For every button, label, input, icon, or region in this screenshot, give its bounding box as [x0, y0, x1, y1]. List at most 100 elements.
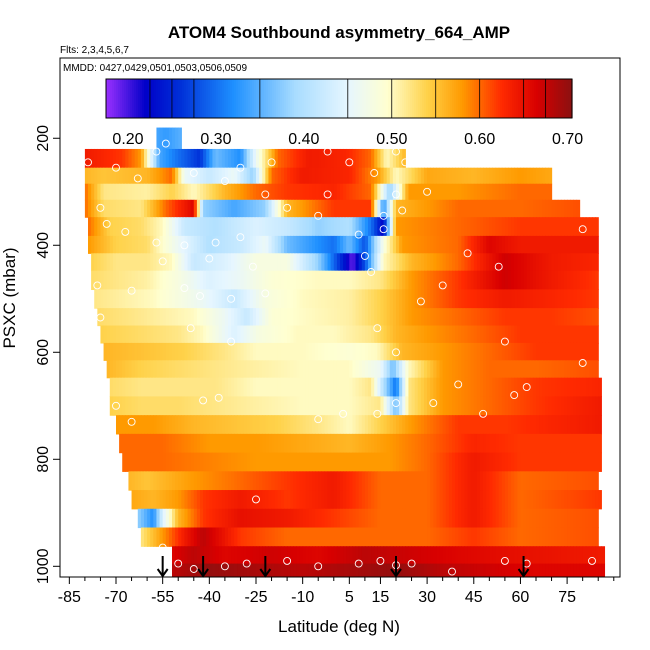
colorbar-swatch	[524, 79, 527, 118]
heatmap-cell	[592, 471, 596, 491]
heatmap-cell	[103, 148, 108, 169]
heatmap-cell	[542, 415, 546, 435]
heatmap-cell	[162, 235, 167, 254]
colorbar-swatch	[258, 79, 261, 118]
heatmap-cell	[159, 508, 164, 529]
heatmap-cell	[212, 415, 217, 435]
heatmap-cell	[442, 325, 447, 344]
heatmap-cell	[408, 546, 413, 565]
heatmap-cell	[265, 148, 270, 169]
heatmap-cell	[489, 508, 494, 529]
heatmap-cell	[489, 308, 494, 327]
heatmap-cell	[172, 415, 176, 435]
y-tick-label: 400	[35, 232, 52, 259]
heatmap-cell	[302, 563, 307, 577]
heatmap-cell	[200, 471, 204, 491]
heatmap-cell	[137, 471, 142, 491]
heatmap-cell	[458, 342, 462, 361]
heatmap-cell	[140, 235, 145, 254]
colorbar-swatch	[234, 79, 237, 118]
heatmap-cell	[495, 508, 500, 529]
heatmap-cell	[274, 415, 279, 435]
heatmap-cell	[134, 360, 139, 379]
heatmap-cell	[430, 235, 434, 254]
heatmap-cell	[517, 270, 522, 291]
heatmap-cell	[492, 360, 497, 379]
heatmap-cell	[473, 433, 478, 454]
heatmap-cell	[318, 360, 322, 379]
colorbar-swatch	[150, 79, 153, 118]
heatmap-cell	[567, 253, 571, 272]
heatmap-cell	[430, 563, 434, 577]
heatmap-cell	[131, 217, 136, 237]
heatmap-cell	[305, 415, 310, 435]
heatmap-cell	[545, 396, 550, 416]
heatmap-cell	[588, 308, 593, 327]
sample-point	[96, 313, 105, 322]
heatmap-cell	[470, 452, 475, 472]
heatmap-cell	[259, 199, 263, 218]
heatmap-cell	[162, 527, 167, 547]
heatmap-cell	[364, 377, 369, 398]
heatmap-cell	[504, 308, 509, 327]
heatmap-cell	[237, 490, 242, 510]
heatmap-cell	[215, 199, 220, 218]
heatmap-cell	[564, 217, 568, 237]
heatmap-cell	[480, 308, 484, 327]
heatmap-cell	[137, 253, 142, 272]
heatmap-cell	[321, 270, 326, 291]
heatmap-cell	[318, 490, 322, 510]
heatmap-cell	[224, 148, 229, 169]
colorbar	[105, 78, 573, 119]
heatmap-cell	[396, 270, 400, 291]
heatmap-cell	[396, 433, 400, 454]
heatmap-cell	[308, 183, 313, 201]
heatmap-cell	[588, 360, 593, 379]
heatmap-cell	[315, 452, 319, 472]
heatmap-cell	[246, 415, 251, 435]
sample-point	[189, 565, 198, 573]
heatmap-cell	[287, 183, 291, 201]
heatmap-cell	[504, 490, 509, 510]
heatmap-cell	[436, 325, 441, 344]
heatmap-cell	[249, 546, 254, 565]
heatmap-cell	[299, 490, 304, 510]
heatmap-cell	[352, 183, 357, 201]
heatmap-cell	[231, 490, 235, 510]
heatmap-cell	[333, 167, 338, 185]
heatmap-cell	[349, 452, 354, 472]
heatmap-cell	[274, 167, 279, 185]
colorbar-swatch	[454, 79, 457, 118]
heatmap-cell	[529, 508, 534, 529]
heatmap-cell	[514, 325, 518, 344]
heatmap-cell	[504, 396, 509, 416]
heatmap-cell	[274, 308, 279, 327]
heatmap-cell	[598, 452, 602, 472]
heatmap-cell	[371, 235, 375, 254]
colorbar-swatch	[268, 79, 271, 118]
heatmap-cell	[159, 396, 164, 416]
y-tick-label: 800	[35, 446, 52, 473]
heatmap-cell	[293, 183, 298, 201]
heatmap-cell	[312, 508, 316, 529]
heatmap-cell	[156, 433, 161, 454]
heatmap-cell	[564, 253, 568, 272]
heatmap-cell	[448, 563, 453, 577]
heatmap-cell	[464, 183, 469, 201]
heatmap-cell	[582, 270, 587, 291]
heatmap-cell	[576, 199, 581, 218]
heatmap-cell	[346, 360, 350, 379]
heatmap-cell	[427, 563, 431, 577]
heatmap-cell	[504, 433, 509, 454]
heatmap-cell	[172, 342, 176, 361]
heatmap-cell	[364, 433, 369, 454]
heatmap-cell	[333, 342, 338, 361]
heatmap-cell	[119, 377, 123, 398]
heatmap-cell	[411, 471, 416, 491]
heatmap-cell	[318, 289, 322, 309]
heatmap-cell	[396, 167, 400, 185]
heatmap-cell	[100, 199, 105, 218]
heatmap-cell	[243, 325, 248, 344]
heatmap-cell	[448, 253, 453, 272]
heatmap-cell	[364, 270, 369, 291]
